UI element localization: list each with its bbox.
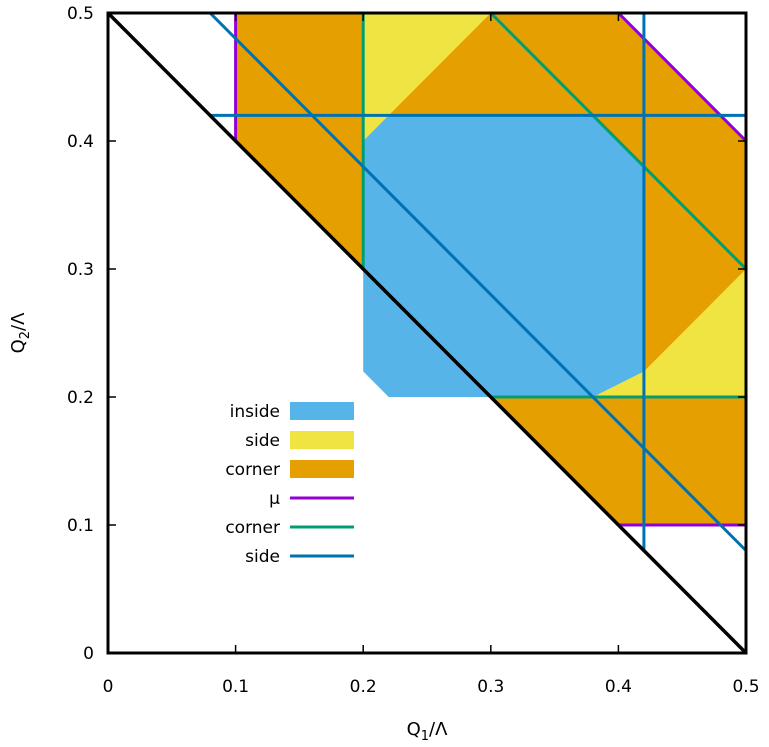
line-mu-1 xyxy=(617,13,746,143)
legend-entry: corner xyxy=(225,460,354,480)
legend: inside side corner μ corner side xyxy=(225,402,354,567)
diagonal-boundary-line xyxy=(108,13,746,653)
y-tick-label: 0.3 xyxy=(67,260,94,280)
legend-entry: inside xyxy=(230,402,354,422)
y-tick-label: 0 xyxy=(83,644,94,664)
legend-swatch xyxy=(290,460,354,478)
x-axis-title: Q1/Λ xyxy=(407,719,449,744)
x-tick-label: 0.1 xyxy=(222,677,249,697)
legend-swatch xyxy=(290,431,354,449)
legend-entry: corner xyxy=(225,518,354,538)
y-axis-title: Q2/Λ xyxy=(8,312,33,354)
y-tick-label: 0.4 xyxy=(67,132,94,152)
line-side_line-6 xyxy=(209,13,746,552)
y-tick-label: 0.1 xyxy=(67,516,94,536)
legend-entry: side xyxy=(245,547,354,567)
y-axis-ticks: 0 0.1 0.2 0.3 0.4 0.5 xyxy=(67,4,746,664)
plot-lines xyxy=(108,13,746,653)
x-tick-label: 0 xyxy=(103,677,114,697)
legend-label: side xyxy=(245,547,280,567)
line-corner_line-4 xyxy=(489,13,746,271)
region-side-1 xyxy=(363,13,491,141)
y-tick-label: 0.5 xyxy=(67,4,94,24)
x-tick-label: 0.5 xyxy=(732,677,759,697)
region-inside-4 xyxy=(363,115,644,398)
legend-label: inside xyxy=(230,402,280,422)
legend-entry: side xyxy=(245,431,354,451)
y-tick-label: 0.2 xyxy=(67,388,94,408)
plot-frame xyxy=(106,11,748,655)
x-tick-label: 0.3 xyxy=(477,677,504,697)
x-tick-label: 0.2 xyxy=(350,677,377,697)
legend-swatch xyxy=(290,402,354,420)
region-side-2 xyxy=(618,269,746,397)
legend-label: side xyxy=(245,431,280,451)
legend-entry: μ xyxy=(269,489,354,509)
legend-label: corner xyxy=(225,460,280,480)
legend-label: μ xyxy=(269,489,280,509)
legend-label: corner xyxy=(225,518,280,538)
x-axis-ticks: 0 0.1 0.2 0.3 0.4 0.5 xyxy=(103,13,760,697)
x-tick-label: 0.4 xyxy=(605,677,632,697)
